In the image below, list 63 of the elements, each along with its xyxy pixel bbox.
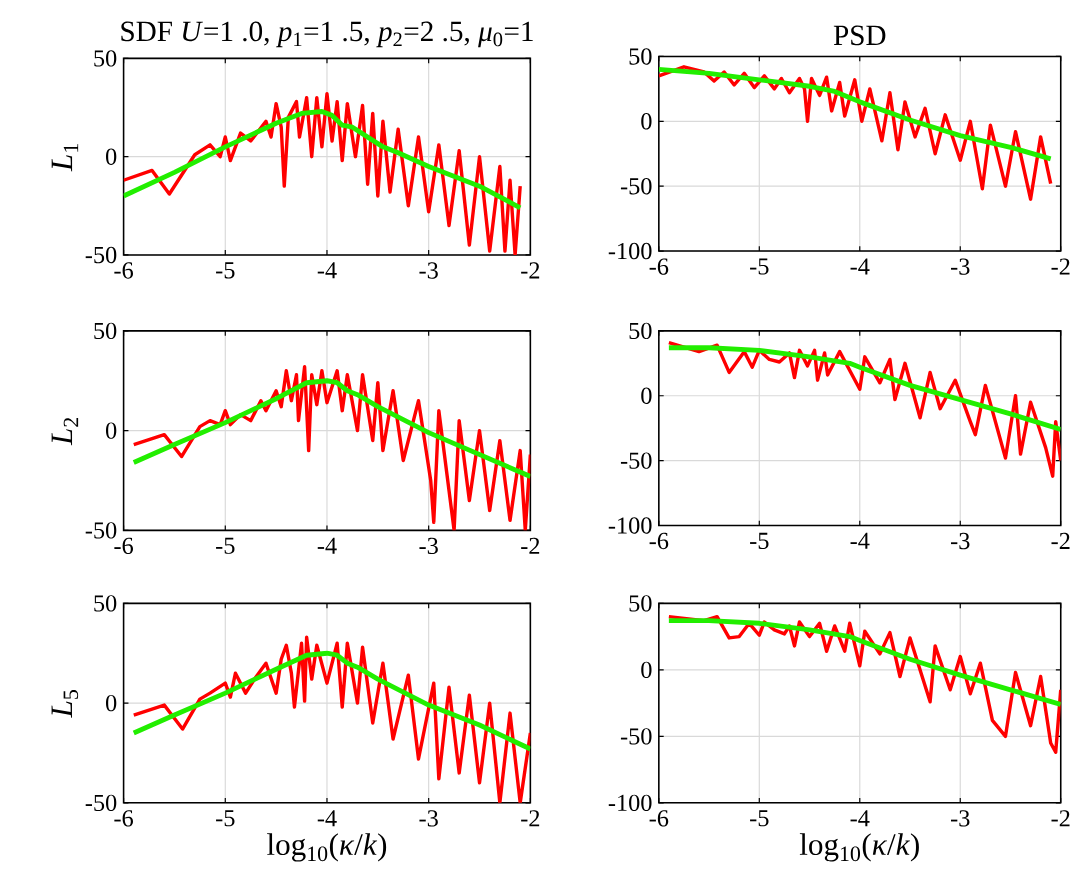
x-tick-label: -2 — [521, 537, 540, 555]
x-tick-label: -3 — [419, 537, 438, 555]
y-tick-label: 50 — [94, 322, 117, 340]
y-tick-label: 0 — [641, 113, 652, 130]
y-tick-label: 0 — [106, 422, 117, 440]
x-tick-label: -4 — [317, 262, 337, 279]
line-series — [123, 92, 522, 256]
x-tick-label: -5 — [216, 262, 235, 279]
y-tick-label: 50 — [629, 595, 652, 612]
y-tick-label: -100 — [608, 517, 652, 534]
x-tick-label: -5 — [750, 810, 769, 827]
y-tick-label: 0 — [641, 387, 652, 405]
x-axis-title: log$_{10}$(κ/k) — [799, 833, 919, 862]
x-tick-label: -2 — [1051, 533, 1070, 550]
x-tick-label: -6 — [114, 537, 134, 555]
x-tick-label: -2 — [1051, 810, 1070, 827]
x-tick-label: -2 — [521, 810, 540, 827]
y-axis-title: L$_{1}$ — [51, 144, 79, 172]
x-tick-label: -2 — [1051, 258, 1070, 275]
x-tick-label: -6 — [114, 810, 133, 827]
y-tick-label: -50 — [85, 522, 117, 539]
line-series — [666, 618, 1061, 708]
y-axis-title: L$_{2}$ — [51, 418, 79, 446]
x-tick-label: -6 — [649, 810, 669, 827]
x-tick-label: -3 — [419, 262, 438, 279]
line-series — [131, 650, 531, 752]
x-tick-label: -2 — [521, 262, 540, 279]
x-tick-label: -4 — [317, 810, 337, 827]
x-tick-label: -4 — [850, 258, 870, 275]
line-series — [666, 345, 1061, 433]
x-tick-label: -3 — [951, 533, 970, 550]
line-series — [658, 67, 1054, 162]
x-tick-label: -5 — [750, 533, 769, 550]
x-tick-label: -5 — [216, 810, 235, 827]
x-tick-label: -6 — [649, 533, 669, 550]
y-tick-label: 50 — [629, 48, 652, 65]
y-tick-label: 0 — [106, 695, 117, 712]
x-tick-label: -5 — [216, 537, 235, 555]
y-tick-label: 0 — [106, 148, 117, 166]
x-tick-label: -3 — [951, 258, 970, 275]
y-tick-label: -100 — [608, 243, 652, 260]
chart-title: SDF U=1 .0, p$_{1}$=1 .5, p$_{2}$=2 .5, μ$_{0}$=1 — [121, 21, 533, 48]
y-tick-label: -50 — [85, 246, 117, 264]
x-tick-label: -5 — [750, 258, 769, 275]
x-tick-label: -3 — [951, 810, 970, 827]
y-tick-label: -50 — [620, 178, 652, 195]
x-tick-label: -4 — [850, 533, 870, 550]
x-tick-label: -6 — [114, 262, 133, 279]
y-tick-label: -50 — [620, 728, 652, 745]
x-tick-label: -3 — [419, 810, 438, 827]
y-tick-label: 50 — [629, 322, 652, 340]
y-tick-label: -50 — [620, 452, 652, 470]
x-tick-label: -4 — [317, 537, 337, 554]
y-tick-label: -50 — [85, 794, 117, 812]
y-tick-label: 50 — [94, 595, 117, 612]
x-axis-title: log$_{10}$(κ/k) — [267, 833, 387, 862]
x-tick-label: -4 — [850, 810, 870, 827]
y-tick-label: 0 — [641, 661, 652, 679]
chart-title: PSD — [833, 25, 886, 46]
y-tick-label: -100 — [608, 794, 652, 812]
x-tick-label: -6 — [649, 258, 669, 275]
y-axis-title: L$_{5}$ — [51, 690, 79, 719]
y-tick-label: 50 — [94, 50, 117, 67]
